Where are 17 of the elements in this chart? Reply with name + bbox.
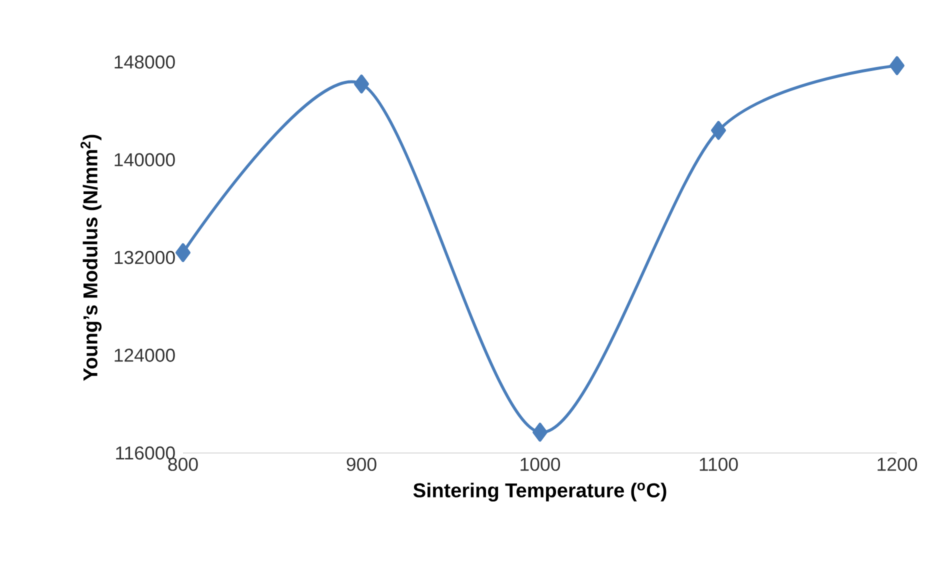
point <box>354 74 369 94</box>
y-tick-label: 116000 <box>116 446 175 460</box>
point <box>711 120 726 140</box>
x-tick-label: 800 <box>168 458 198 471</box>
y-tick-label: 140000 <box>114 153 175 166</box>
x-tick-label: 1100 <box>700 458 738 471</box>
x-tick-label: 900 <box>346 458 376 471</box>
y-tick-label: 124000 <box>114 348 175 362</box>
x-axis-title: Sintering Temperature ($^{o}$C) <box>413 482 666 502</box>
y-tick-label: 148000 <box>114 55 175 69</box>
point <box>176 243 190 262</box>
point <box>890 56 904 76</box>
x-tick-label: 1200 <box>878 458 918 471</box>
y-axis-title: Young’s Modulus (N/mm$^{2}$) <box>80 134 102 381</box>
y-tick-label: 132000 <box>114 250 175 264</box>
point <box>532 422 548 442</box>
x-tick-label: 1000 <box>520 458 560 471</box>
